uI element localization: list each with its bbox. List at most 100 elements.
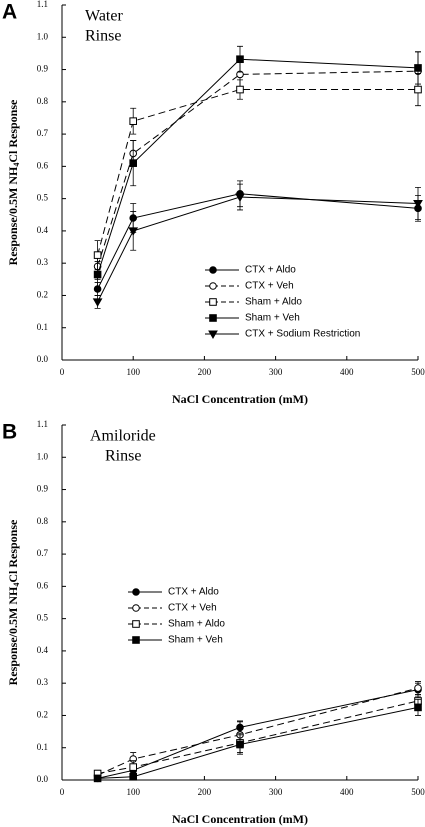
y-tick-label: 0.2 (37, 290, 48, 300)
marker (93, 251, 102, 259)
series-line (97, 193, 419, 290)
y-axis-title-part: Response/0.5M NH (6, 586, 20, 685)
y-axis-title-part: Response/0.5M NH (6, 166, 20, 265)
panel: B 0.0 0.1 0.2 0.3 0.4 0.5 0.6 0.7 0.8 0.9 1.0 1.1 0 10… (2, 419, 425, 826)
x-tick-label: 500 (411, 367, 425, 377)
series-line (97, 687, 419, 776)
y-tick-label: 0.9 (37, 484, 49, 494)
x-tick-label: 500 (411, 787, 425, 797)
x-tick-label: 200 (198, 367, 212, 377)
y-tick-label: 0.9 (37, 64, 49, 74)
marker (129, 159, 137, 167)
legend-label: Sham + Veh (245, 313, 300, 324)
legend-marker (132, 588, 140, 596)
legend-marker (209, 282, 217, 290)
legend-label: Sham + Veh (168, 635, 223, 646)
annotation: Rinse (85, 28, 121, 45)
legend-marker (208, 330, 218, 340)
series-line (97, 700, 419, 775)
panel-letter: B (2, 421, 17, 444)
y-tick-label: 0.8 (37, 516, 49, 526)
legend-label: CTX + Aldo (168, 587, 219, 598)
marker (414, 85, 422, 94)
y-tick-label: 0.0 (37, 774, 49, 784)
y-tick-label: 0.3 (37, 677, 49, 687)
marker (236, 55, 244, 64)
legend-marker (132, 604, 140, 612)
marker (414, 684, 422, 692)
y-tick-label: 1.1 (37, 419, 48, 429)
x-tick-label: 300 (269, 367, 283, 377)
y-tick-label: 0.5 (37, 193, 49, 203)
series-line (97, 58, 419, 275)
y-tick-label: 1.0 (37, 451, 49, 461)
legend-label: Sham + Aldo (168, 619, 225, 630)
y-tick-label: 0.8 (37, 96, 49, 106)
x-tick-label: 100 (126, 367, 140, 377)
marker (129, 772, 137, 781)
x-tick-label: 400 (340, 367, 354, 377)
marker (414, 703, 422, 712)
marker (92, 298, 103, 307)
marker (236, 85, 244, 94)
legend-marker (209, 314, 217, 322)
legend-marker (209, 298, 217, 306)
y-tick-label: 0.1 (37, 742, 48, 752)
legend-label: CTX + Sodium Restriction (245, 329, 360, 340)
y-tick-label: 1.0 (37, 31, 49, 41)
marker (129, 117, 137, 125)
legend-label: Sham + Aldo (245, 297, 302, 308)
series-line (97, 689, 419, 779)
panel-letter: A (2, 1, 17, 24)
y-tick-label: 0.6 (37, 580, 49, 590)
marker (235, 193, 245, 203)
legend-marker (132, 620, 140, 628)
y-axis-title: Response/0.5M NH4Cl Response (6, 519, 21, 685)
x-tick-label: 0 (60, 367, 65, 377)
series-line (97, 706, 419, 779)
y-tick-label: 0.4 (37, 225, 49, 235)
series-line (97, 196, 419, 303)
x-tick-label: 0 (60, 787, 65, 797)
annotation: Rinse (105, 448, 141, 465)
y-axis-title-part: 4 (12, 163, 21, 167)
y-tick-label: 0.4 (37, 645, 49, 655)
x-axis-title: NaCl Concentration (mM) (172, 812, 308, 826)
marker (128, 227, 139, 236)
series-line (97, 70, 419, 267)
y-tick-label: 0.0 (37, 354, 49, 364)
y-axis-title-part: Cl Response (6, 99, 20, 163)
y-tick-label: 0.1 (37, 322, 48, 332)
legend-marker (209, 266, 217, 274)
legend-label: CTX + Veh (245, 281, 294, 292)
annotation: Water (85, 8, 123, 25)
marker (414, 64, 422, 72)
panel: A 0.0 0.1 0.2 0.3 0.4 0.5 0.6 0.7 0.8 0.9 1.0 1.1 0 10… (2, 0, 425, 406)
marker (93, 774, 102, 783)
x-tick-label: 200 (198, 787, 212, 797)
y-axis-title-part: Cl Response (6, 519, 20, 583)
legend-marker (132, 636, 140, 644)
y-tick-label: 0.5 (37, 613, 49, 623)
x-tick-label: 400 (340, 787, 354, 797)
marker (129, 763, 137, 771)
y-tick-label: 1.1 (37, 0, 48, 9)
legend-label: CTX + Aldo (245, 265, 296, 276)
x-tick-label: 300 (269, 787, 283, 797)
legend-label: CTX + Veh (168, 603, 217, 614)
annotation: Amiloride (90, 428, 156, 445)
marker (413, 199, 423, 209)
marker (93, 270, 102, 279)
y-tick-label: 0.2 (37, 710, 48, 720)
x-tick-label: 100 (126, 787, 140, 797)
y-axis-title: Response/0.5M NH4Cl Response (6, 99, 21, 265)
y-tick-label: 0.3 (37, 257, 49, 267)
y-tick-label: 0.6 (37, 160, 49, 170)
y-tick-label: 0.7 (37, 548, 49, 558)
x-axis-title: NaCl Concentration (mM) (172, 392, 308, 406)
y-axis-title-part: 4 (12, 583, 21, 587)
marker (236, 740, 244, 749)
y-tick-label: 0.7 (37, 128, 49, 138)
series-line (97, 89, 418, 256)
